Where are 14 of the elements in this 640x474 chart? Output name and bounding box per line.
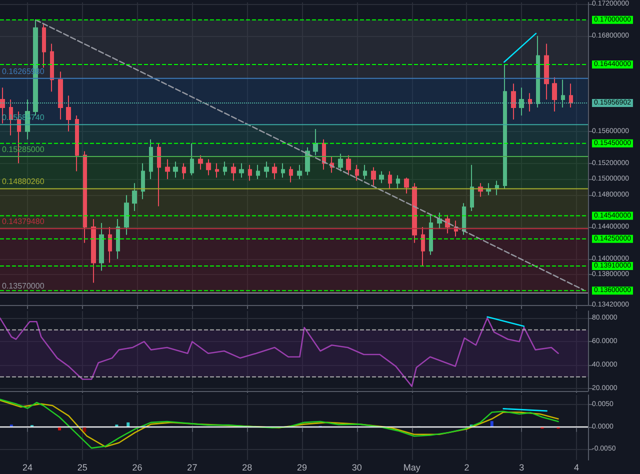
x-tick-label: 27 [187,462,198,472]
x-tick-label: 2 [464,462,470,472]
x-tick-label: 24 [22,462,32,472]
x-tick-label: May [403,462,421,472]
ref-line-label: 0.14880260 [2,177,45,186]
ref-line-label: 0.13570000 [2,282,45,291]
x-tick-label: 25 [77,462,88,472]
x-tick-label: 26 [132,462,142,472]
x-tick-label: 30 [352,462,362,472]
ref-line-label: 0.14379480 [2,217,45,226]
x-tick-label: 4 [574,462,580,472]
x-tick-label: 3 [519,462,524,472]
x-tick-label: 29 [297,462,308,472]
x-tick-label: 28 [242,462,252,472]
